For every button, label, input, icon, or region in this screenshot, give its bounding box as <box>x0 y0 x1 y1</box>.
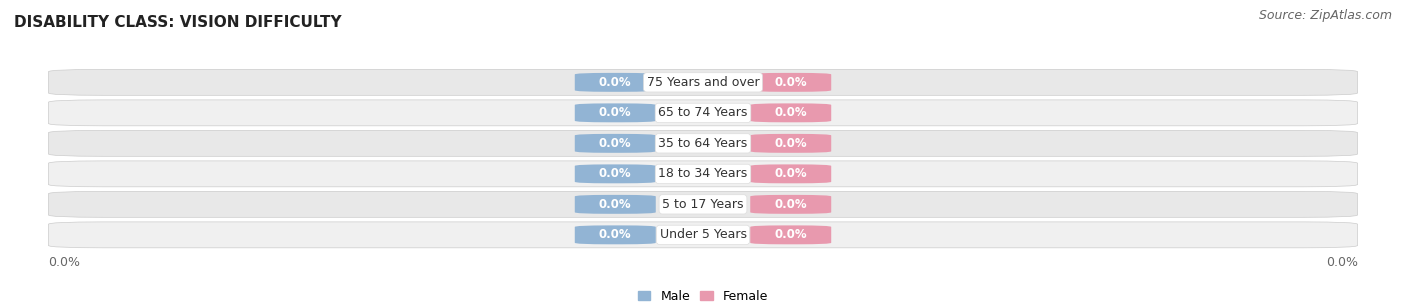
FancyBboxPatch shape <box>48 222 1358 248</box>
FancyBboxPatch shape <box>751 73 831 92</box>
FancyBboxPatch shape <box>48 161 1358 187</box>
Text: 0.0%: 0.0% <box>599 76 631 89</box>
Text: 0.0%: 0.0% <box>599 106 631 119</box>
Text: 0.0%: 0.0% <box>599 137 631 150</box>
Text: 5 to 17 Years: 5 to 17 Years <box>662 198 744 211</box>
FancyBboxPatch shape <box>48 69 1358 95</box>
Text: 0.0%: 0.0% <box>775 106 807 119</box>
FancyBboxPatch shape <box>575 73 655 92</box>
Text: 0.0%: 0.0% <box>775 76 807 89</box>
Text: 0.0%: 0.0% <box>775 137 807 150</box>
Legend: Male, Female: Male, Female <box>633 285 773 305</box>
FancyBboxPatch shape <box>751 225 831 244</box>
FancyBboxPatch shape <box>751 103 831 122</box>
FancyBboxPatch shape <box>751 164 831 183</box>
Text: Under 5 Years: Under 5 Years <box>659 228 747 241</box>
Text: 0.0%: 0.0% <box>599 228 631 241</box>
FancyBboxPatch shape <box>751 134 831 153</box>
Text: 0.0%: 0.0% <box>775 167 807 180</box>
FancyBboxPatch shape <box>48 100 1358 126</box>
Text: 0.0%: 0.0% <box>599 198 631 211</box>
Text: 65 to 74 Years: 65 to 74 Years <box>658 106 748 119</box>
FancyBboxPatch shape <box>575 103 655 122</box>
FancyBboxPatch shape <box>575 225 655 244</box>
FancyBboxPatch shape <box>575 195 655 214</box>
FancyBboxPatch shape <box>575 164 655 183</box>
FancyBboxPatch shape <box>48 192 1358 217</box>
Text: 0.0%: 0.0% <box>599 167 631 180</box>
Text: 0.0%: 0.0% <box>1326 256 1358 269</box>
FancyBboxPatch shape <box>48 131 1358 156</box>
Text: 75 Years and over: 75 Years and over <box>647 76 759 89</box>
FancyBboxPatch shape <box>751 195 831 214</box>
Text: Source: ZipAtlas.com: Source: ZipAtlas.com <box>1258 9 1392 22</box>
FancyBboxPatch shape <box>575 134 655 153</box>
Text: 0.0%: 0.0% <box>775 198 807 211</box>
Text: 0.0%: 0.0% <box>775 228 807 241</box>
Text: DISABILITY CLASS: VISION DIFFICULTY: DISABILITY CLASS: VISION DIFFICULTY <box>14 15 342 30</box>
Text: 35 to 64 Years: 35 to 64 Years <box>658 137 748 150</box>
Text: 18 to 34 Years: 18 to 34 Years <box>658 167 748 180</box>
Text: 0.0%: 0.0% <box>48 256 80 269</box>
